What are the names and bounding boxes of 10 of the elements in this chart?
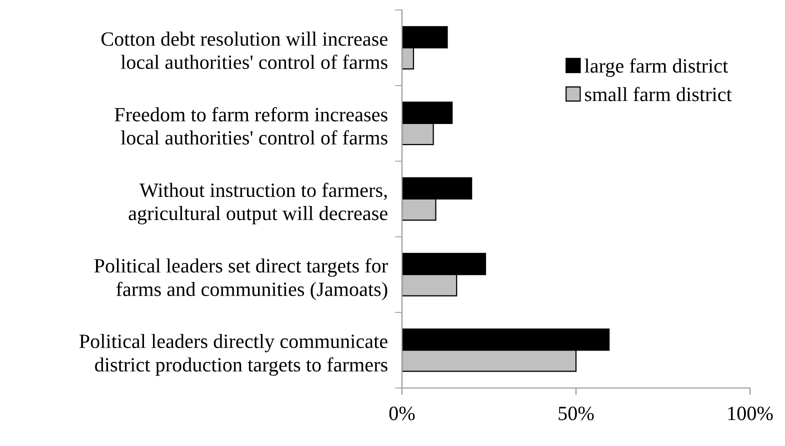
y-tick-label: Without instruction to farmers, agricultural output will decrease (128, 182, 388, 224)
x-tick-label: 100% (728, 406, 773, 420)
y-tick-label: Cotton debt resolution will increase local authorities' control of farms (101, 32, 388, 70)
y-tick-label: Freedom to farm reform increases local authorities' control of farms (114, 107, 388, 145)
legend-label: large farm district (584, 58, 728, 77)
x-tick-label: 50% (558, 406, 594, 420)
y-tick-label: Political leaders directly communicate district production targets to farmers (79, 334, 388, 376)
x-tick-label: 0% (389, 406, 415, 420)
y-tick-label: Political leaders set direct targets for farms and communities (Jamoats) (94, 258, 388, 300)
legend-label: small farm district (585, 86, 732, 102)
